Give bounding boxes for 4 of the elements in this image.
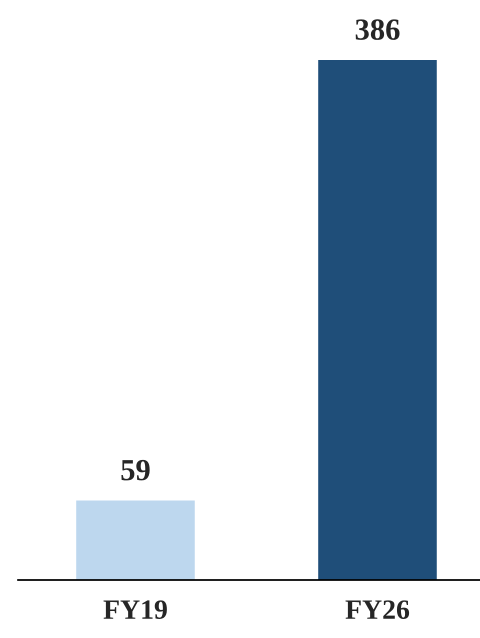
data-label: 59 <box>121 460 150 480</box>
x-tick-label: FY19 <box>104 600 167 619</box>
data-label: 386 <box>356 19 400 40</box>
x-tick-label: FY26 <box>346 600 410 619</box>
